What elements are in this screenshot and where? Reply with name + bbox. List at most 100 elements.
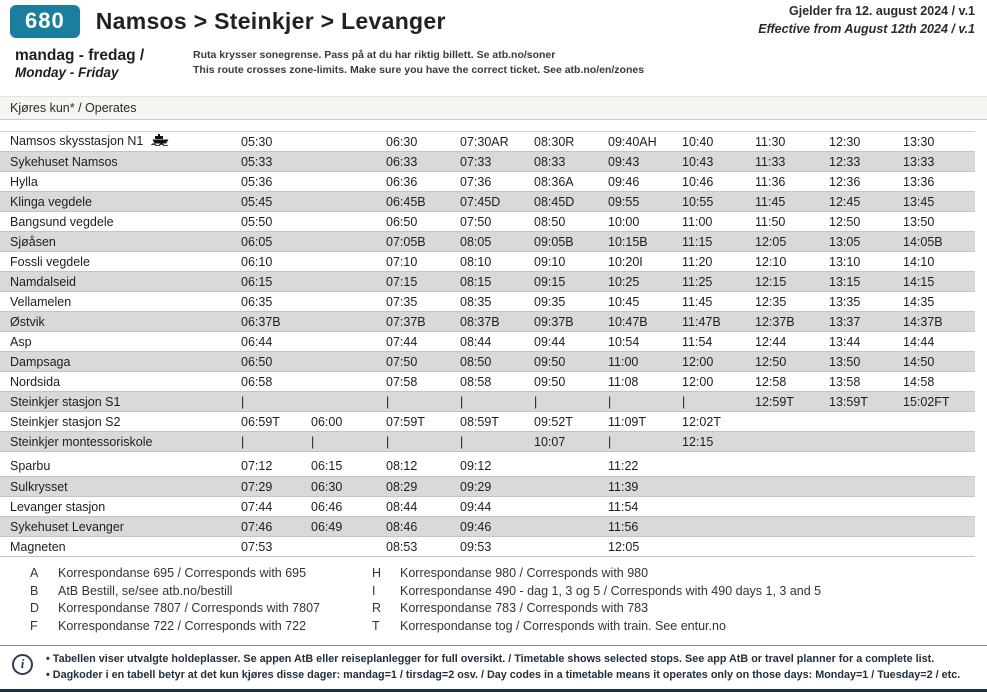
timetable: Namsos skysstasjon N1 05:30 06:30 07:30AR 08… xyxy=(0,131,975,557)
time-cell: 14:35 xyxy=(895,291,975,312)
pass-through-mark: | xyxy=(303,431,378,452)
time-cell: 09:10 xyxy=(526,251,600,272)
table-row: Asp 06:44 07:44 08:44 09:44 10:54 11:54 12:44 13… xyxy=(0,331,975,352)
time-cell xyxy=(821,456,895,477)
table-row: Nordsida 06:58 07:58 08:58 09:50 11:08 12:00 12… xyxy=(0,371,975,392)
time-cell: 12:50 xyxy=(821,211,895,232)
time-cell: 06:37B xyxy=(233,311,303,332)
time-cell xyxy=(303,151,378,172)
time-cell: 08:44 xyxy=(452,331,526,352)
time-cell: 11:09T xyxy=(600,411,674,432)
time-cell: 09:15 xyxy=(526,271,600,292)
time-cell xyxy=(895,516,975,537)
validity-line-no: Gjelder fra 12. august 2024 / v.1 xyxy=(789,4,975,18)
time-cell: 06:58 xyxy=(233,371,303,392)
time-cell xyxy=(526,516,600,537)
pass-through-mark: | xyxy=(600,431,674,452)
time-cell: 09:12 xyxy=(452,456,526,477)
row-spacer xyxy=(0,451,975,457)
table-row: Steinkjer stasjon S1 | | | | | | 12:59T 13:59T 15… xyxy=(0,391,975,412)
time-cell: 12:05 xyxy=(747,231,821,252)
time-cell: 09:43 xyxy=(600,151,674,172)
time-cell xyxy=(747,411,821,432)
stop-name: Namdalseid xyxy=(0,271,233,292)
time-cell: 07:50 xyxy=(378,351,452,372)
footnote-item: R Korrespondanse 783 / Corresponds with 7… xyxy=(372,600,821,618)
footnote-code: R xyxy=(372,601,382,615)
time-cell xyxy=(526,496,600,517)
time-cell: 13:36 xyxy=(895,171,975,192)
time-cell: 11:08 xyxy=(600,371,674,392)
time-cell: 14:10 xyxy=(895,251,975,272)
time-cell: 09:46 xyxy=(600,171,674,192)
time-cell: 12:33 xyxy=(821,151,895,172)
table-row: Vellamelen 06:35 07:35 08:35 09:35 10:45 11:45… xyxy=(0,291,975,312)
time-cell: 08:58 xyxy=(452,371,526,392)
time-cell xyxy=(747,456,821,477)
time-cell xyxy=(821,431,895,452)
time-cell xyxy=(747,476,821,497)
zone-note-no: Ruta krysser sonegrense. Pass på at du h… xyxy=(193,49,556,61)
footnotes-right: H Korrespondanse 980 / Corresponds with 9… xyxy=(372,565,821,635)
time-cell xyxy=(303,191,378,212)
table-row: Sparbu 07:12 06:15 08:12 09:12 11:22 xyxy=(0,456,975,477)
time-cell xyxy=(526,476,600,497)
time-cell: 13:50 xyxy=(821,351,895,372)
time-cell: 10:47B xyxy=(600,311,674,332)
time-cell: 15:02FT xyxy=(895,391,975,412)
time-cell: 11:15 xyxy=(674,231,747,252)
time-cell: 08:50 xyxy=(526,211,600,232)
time-cell: 10:54 xyxy=(600,331,674,352)
stop-name: Dampsaga xyxy=(0,351,233,372)
time-cell: 06:15 xyxy=(303,456,378,477)
time-cell: 12:30 xyxy=(821,131,895,152)
time-cell xyxy=(303,311,378,332)
time-cell: 07:29 xyxy=(233,476,303,497)
footnote-text: Korrespondanse 490 - dag 1, 3 og 5 / Cor… xyxy=(400,583,822,598)
time-cell: 05:50 xyxy=(233,211,303,232)
footnote-item: A Korrespondanse 695 / Corresponds with 6… xyxy=(30,565,987,583)
time-cell: 10:45 xyxy=(600,291,674,312)
footnote-code: H xyxy=(372,566,382,580)
time-cell: 14:58 xyxy=(895,371,975,392)
time-cell: 10:20I xyxy=(600,251,674,272)
footnote-code: F xyxy=(30,618,38,633)
footnote-text: Korrespondanse tog / Corresponds with tr… xyxy=(400,618,726,633)
stop-name: Sjøåsen xyxy=(0,231,233,252)
time-cell: 07:30AR xyxy=(452,131,526,152)
time-cell: 10:25 xyxy=(600,271,674,292)
time-cell: 13:44 xyxy=(821,331,895,352)
time-cell: 06:50 xyxy=(233,351,303,372)
footnote-code: D xyxy=(30,601,40,615)
footnote-item: B AtB Bestill, se/see atb.no/bestill xyxy=(30,583,987,601)
footnote-code: T xyxy=(372,618,380,633)
time-cell xyxy=(895,431,975,452)
time-cell: 10:07 xyxy=(526,431,600,452)
footnote-text: Korrespondanse 7807 / Corresponds with 7… xyxy=(58,601,320,615)
time-cell xyxy=(303,371,378,392)
pass-through-mark: | xyxy=(233,391,303,412)
stop-name: Steinkjer stasjon S2 xyxy=(0,411,233,432)
time-cell xyxy=(674,536,747,557)
time-cell: 06:44 xyxy=(233,331,303,352)
time-cell: 10:55 xyxy=(674,191,747,212)
table-row: Namsos skysstasjon N1 05:30 06:30 07:30AR 08… xyxy=(0,131,975,152)
ferry-icon xyxy=(151,134,171,149)
time-cell: 09:50 xyxy=(526,371,600,392)
time-cell: 07:46 xyxy=(233,516,303,537)
time-cell: 10:00 xyxy=(600,211,674,232)
time-cell xyxy=(674,516,747,537)
time-cell xyxy=(895,456,975,477)
time-cell: 11:20 xyxy=(674,251,747,272)
time-cell: 11:50 xyxy=(747,211,821,232)
time-cell: 09:52T xyxy=(526,411,600,432)
time-cell: 08:10 xyxy=(452,251,526,272)
table-row: Steinkjer montessoriskole | | | | 10:07 | 12:15 xyxy=(0,431,975,452)
footnote-text: AtB Bestill, se/see atb.no/bestill xyxy=(58,583,233,598)
time-cell xyxy=(303,271,378,292)
time-cell: 10:15B xyxy=(600,231,674,252)
time-cell: 11:36 xyxy=(747,171,821,192)
time-cell: 14:44 xyxy=(895,331,975,352)
route-badge: 680 xyxy=(10,5,80,38)
